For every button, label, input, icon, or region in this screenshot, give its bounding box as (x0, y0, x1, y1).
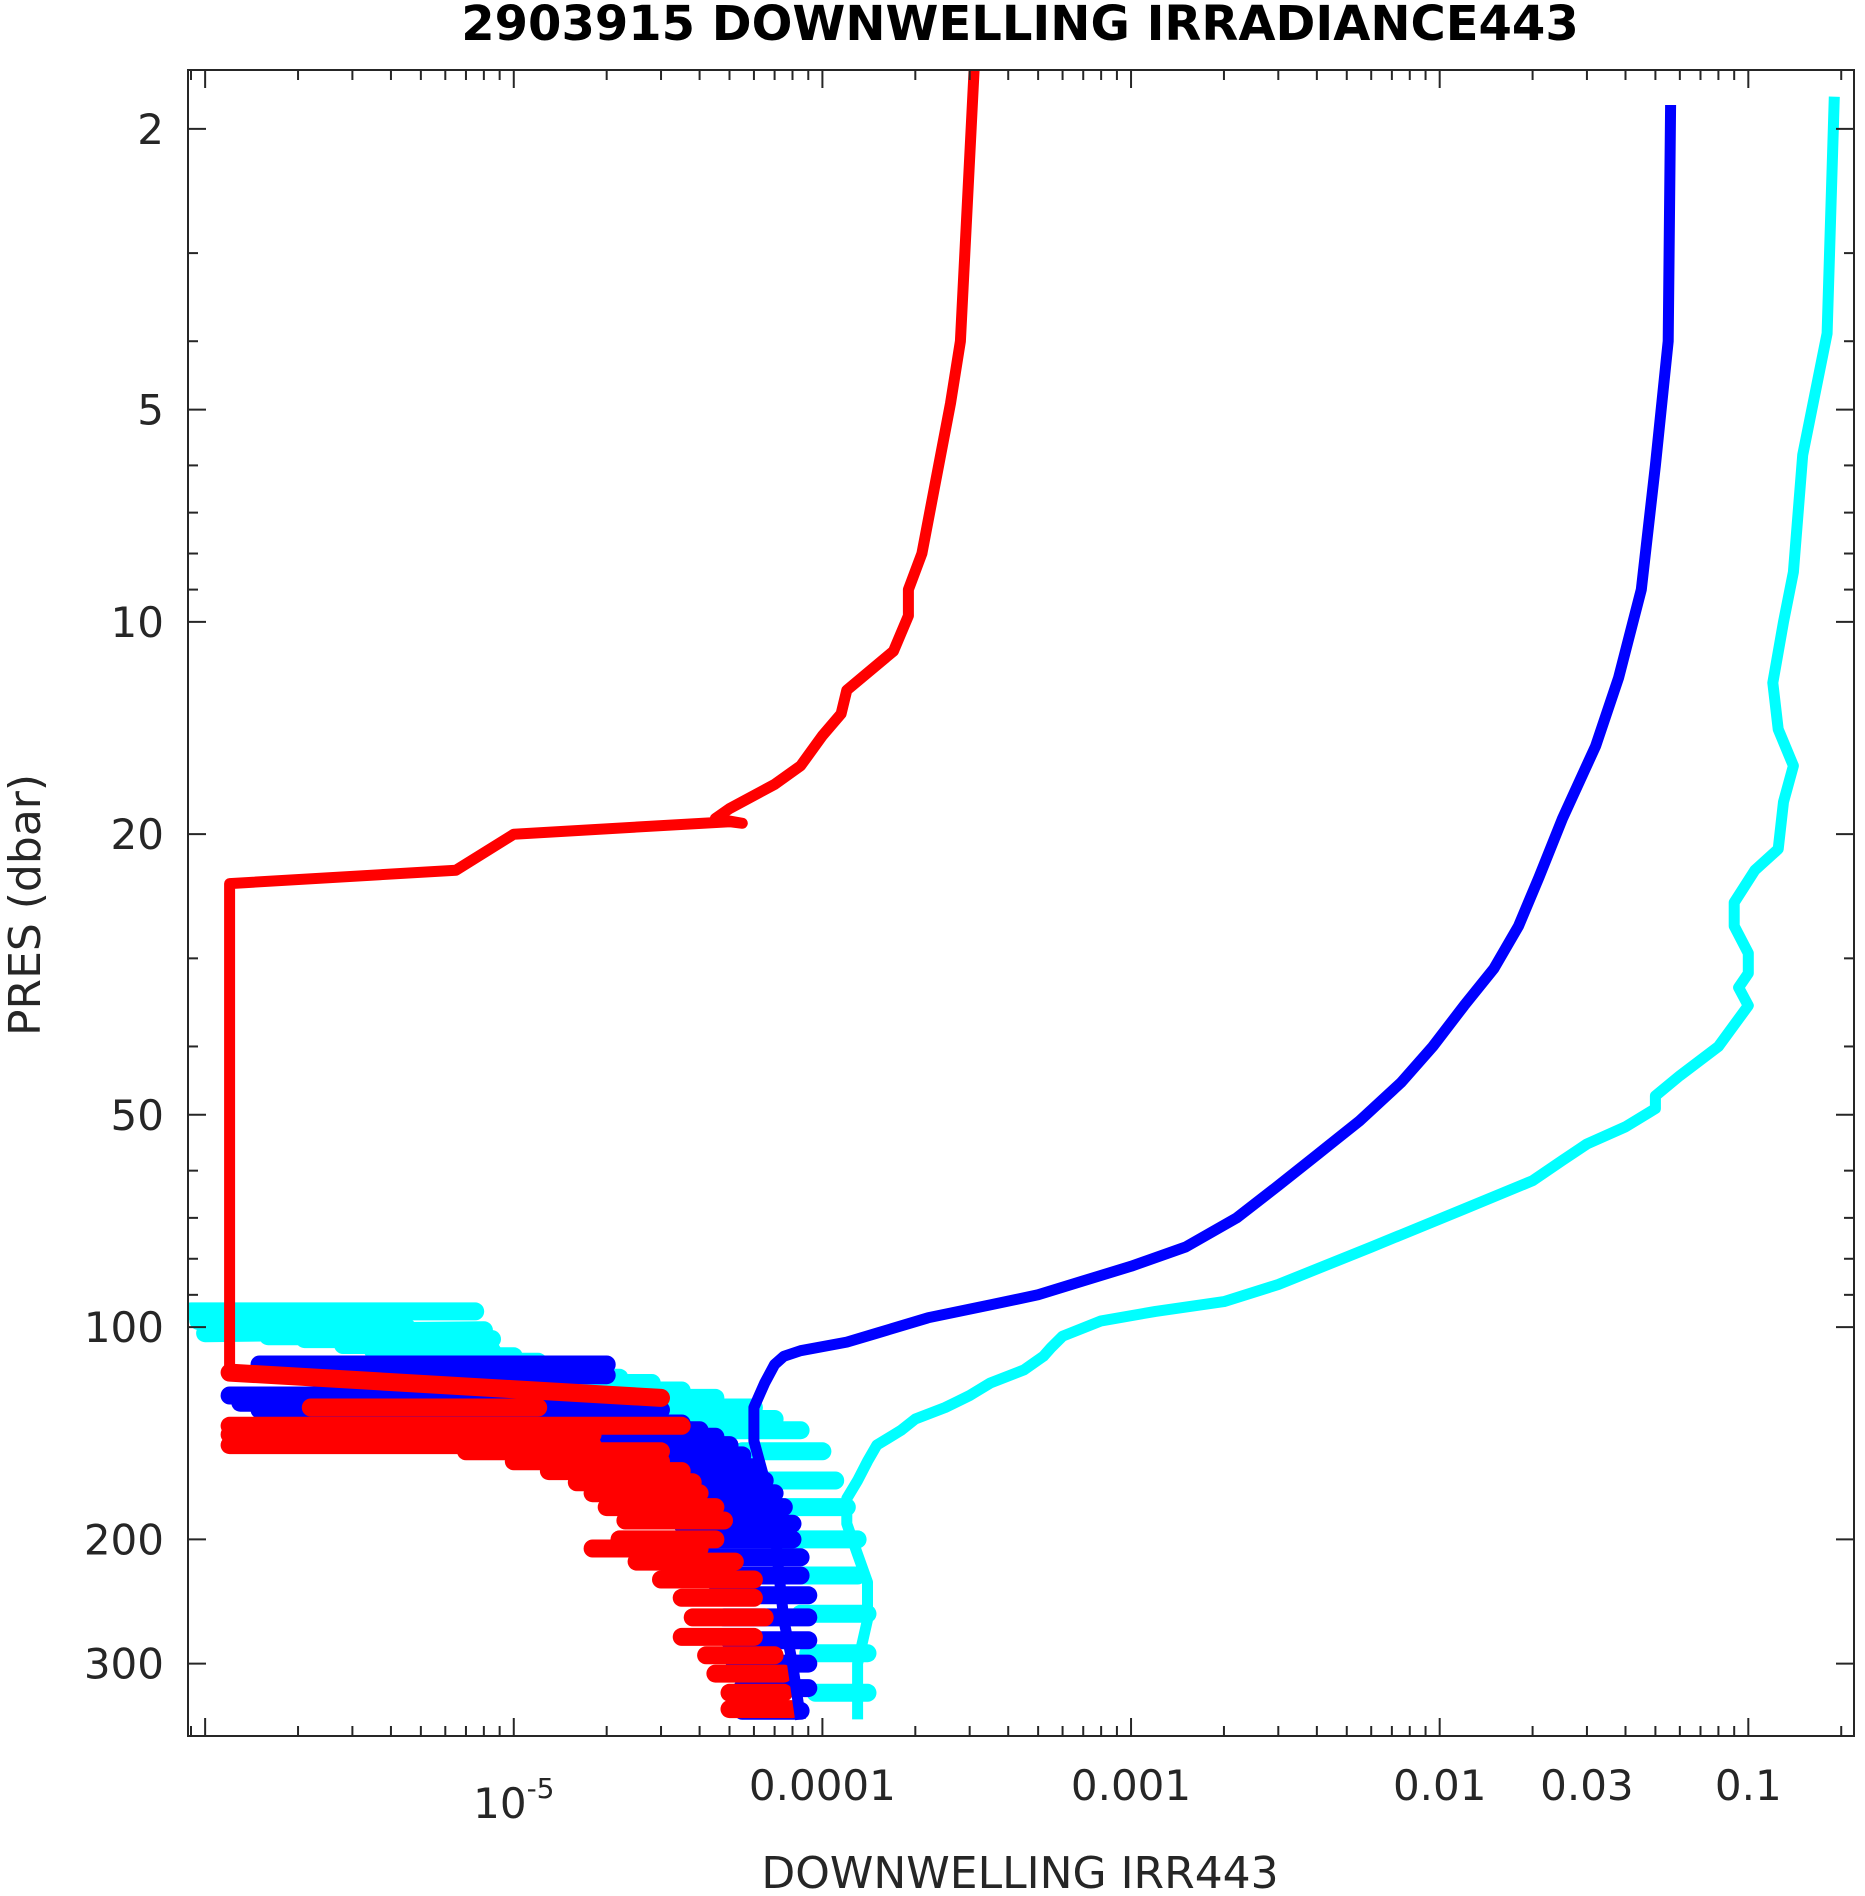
y-tick-labels: 2 5 10 20 50 100 200 300 (84, 105, 164, 1689)
x-tick-label-3: 0.01 (1393, 1761, 1487, 1810)
x-tick-label-5: 0.1 (1715, 1761, 1782, 1810)
axis-ticks (188, 70, 1854, 1736)
y-axis-label: PRES (dbar) (0, 774, 51, 1036)
series-line-0 (841, 96, 1840, 1720)
y-tick-label-5: 100 (84, 1303, 164, 1352)
series-line-2 (224, 70, 980, 1373)
series-line-1 (748, 104, 1677, 1721)
x-axis-label: DOWNWELLING IRR443 (761, 1848, 1278, 1896)
noise-segment-2-0 (220, 1363, 670, 1407)
plot-area (188, 70, 1840, 1721)
chart-title: 2903915 DOWNWELLING IRRADIANCE443 (461, 0, 1578, 52)
x-tick-label-4: 0.03 (1540, 1761, 1634, 1810)
y-tick-label-3: 20 (111, 810, 164, 859)
x-tick-label-0: 10-5 (473, 1772, 554, 1828)
y-tick-label-2: 10 (111, 598, 164, 647)
x-tick-label-1: 0.0001 (749, 1761, 896, 1810)
y-tick-label-0: 2 (137, 105, 164, 154)
x-tick-label-2: 0.001 (1071, 1761, 1191, 1810)
y-tick-label-1: 5 (137, 386, 164, 435)
y-tick-label-4: 50 (111, 1091, 164, 1140)
y-tick-label-7: 300 (84, 1640, 164, 1689)
y-tick-label-6: 200 (84, 1515, 164, 1564)
plot-frame (187, 69, 1855, 1737)
x-tick-labels: 10-5 0.0001 0.001 0.01 0.03 0.1 (473, 1761, 1782, 1828)
